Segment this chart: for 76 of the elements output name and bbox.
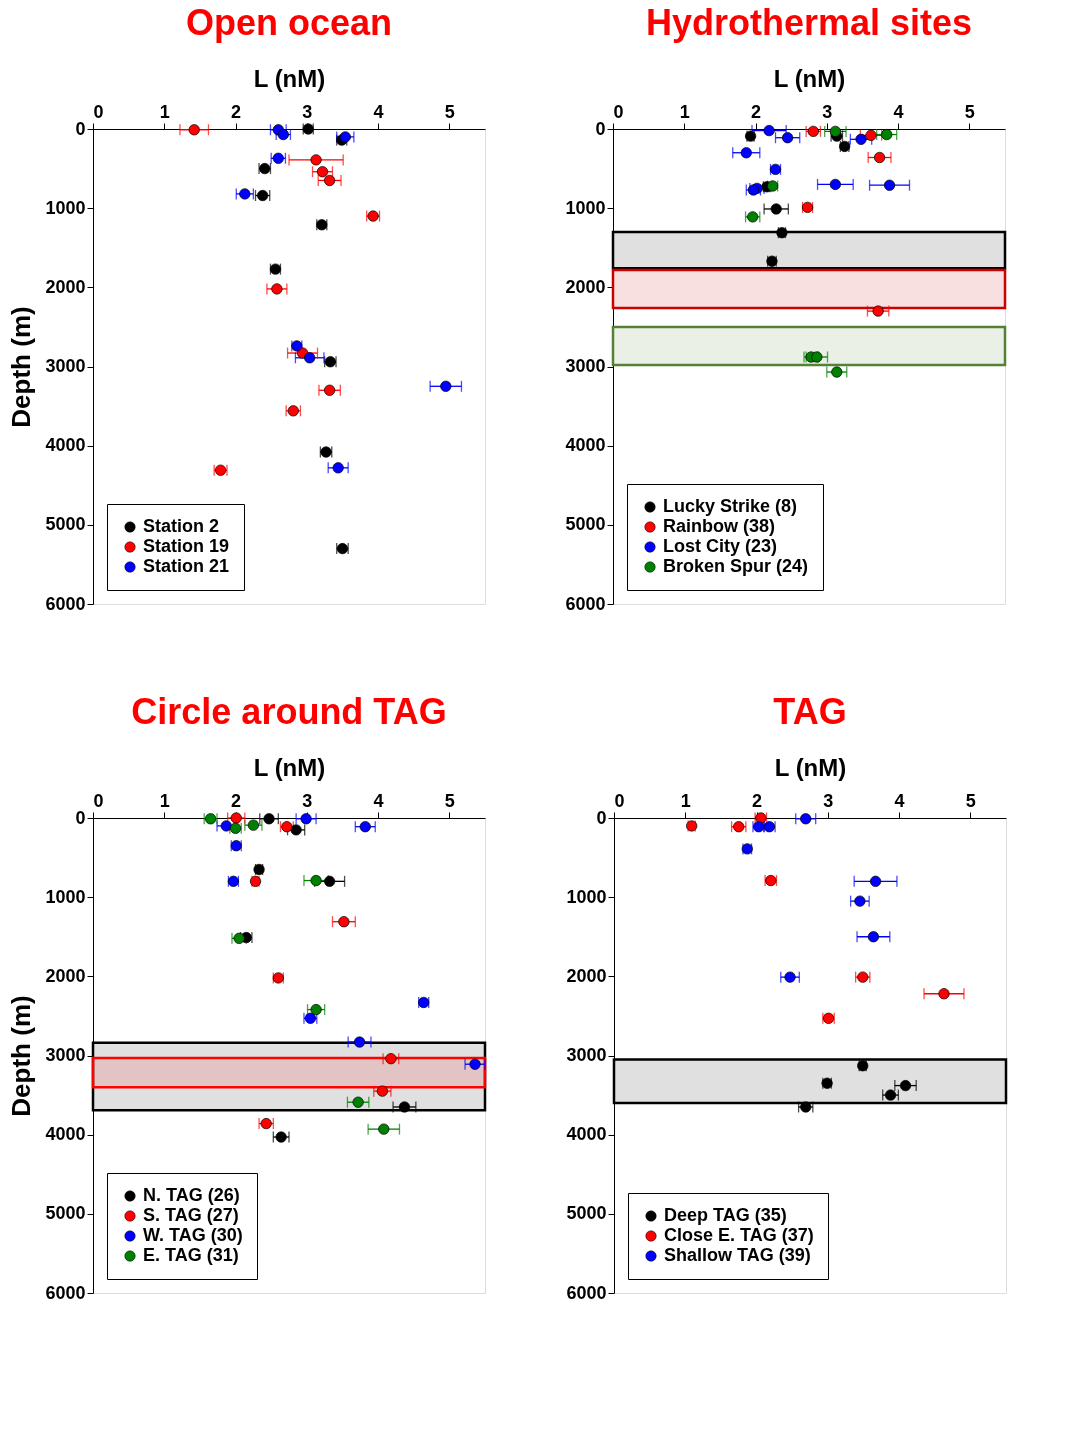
chart-title: Open ocean (185, 2, 393, 43)
legend-label: E. TAG (31) (143, 1245, 239, 1265)
x-tick-label: 5 (965, 790, 976, 811)
legend-label: W. TAG (30) (143, 1225, 243, 1245)
x-tick-label: 5 (444, 790, 455, 811)
x-tick-label: 1 (159, 790, 170, 811)
y-tick-label: 0 (595, 118, 606, 139)
y-tick-label: 5000 (45, 1203, 86, 1224)
y-tick-label: 3000 (45, 356, 86, 376)
y-tick-label: 2000 (45, 965, 86, 986)
y-tick-label: 4000 (45, 435, 86, 456)
x-tick-label: 1 (680, 790, 691, 811)
x-tick-label: 1 (679, 101, 690, 122)
legend-label: Rainbow (38) (663, 516, 776, 536)
y-tick-label: 4000 (45, 1124, 86, 1145)
y-tick-label: 0 (596, 807, 607, 828)
legend-label: Station 2 (143, 516, 220, 536)
y-tick-label: 0 (75, 118, 86, 139)
x-tick-label: 2 (231, 101, 242, 122)
y-axis-title: Depth (m) (6, 995, 37, 1117)
legend-label: Lucky Strike (8) (663, 496, 798, 516)
y-tick-label: 4000 (566, 1124, 607, 1145)
x-axis-title: L (nM) (773, 64, 846, 92)
y-tick-label: 6000 (45, 593, 86, 614)
y-tick-label: 3000 (565, 356, 606, 376)
x-tick-label: 4 (894, 790, 905, 811)
x-tick-label: 4 (373, 101, 384, 122)
legend-label: Station 21 (143, 556, 230, 576)
chart-title: Hydrothermal sites (645, 2, 973, 43)
legend-label: Station 19 (143, 536, 230, 556)
x-tick-label: 0 (613, 101, 624, 122)
legend-label: Shallow TAG (39) (664, 1245, 811, 1265)
x-axis-title: L (nM) (774, 753, 847, 781)
x-tick-label: 2 (752, 790, 763, 811)
x-tick-label: 2 (751, 101, 762, 122)
x-tick-label: 1 (159, 101, 170, 122)
y-tick-label: 5000 (566, 1203, 607, 1224)
legend-label: Broken Spur (24) (663, 556, 809, 576)
y-tick-label: 2000 (566, 965, 607, 986)
y-tick-label: 0 (75, 807, 86, 828)
y-tick-label: 2000 (45, 276, 86, 297)
x-axis-title: L (nM) (253, 753, 326, 781)
x-tick-label: 2 (231, 790, 242, 811)
x-tick-label: 0 (93, 790, 104, 811)
chart-title: TAG (773, 691, 847, 732)
chart-title: Circle around TAG (131, 691, 447, 732)
y-tick-label: 5000 (45, 514, 86, 535)
x-tick-label: 0 (614, 790, 625, 811)
legend-label: Deep TAG (35) (664, 1205, 787, 1225)
x-tick-label: 0 (93, 101, 104, 122)
y-tick-label: 6000 (565, 593, 606, 614)
y-tick-label: 6000 (45, 1282, 86, 1303)
y-tick-label: 3000 (45, 1045, 86, 1065)
y-tick-label: 6000 (566, 1282, 607, 1303)
x-tick-label: 4 (373, 790, 384, 811)
y-tick-label: 5000 (565, 514, 606, 535)
y-tick-label: 2000 (565, 276, 606, 297)
x-axis-title: L (nM) (253, 64, 326, 92)
x-tick-label: 4 (893, 101, 904, 122)
legend-label: S. TAG (27) (143, 1205, 239, 1225)
y-axis-title: Depth (m) (6, 306, 37, 428)
x-tick-label: 5 (444, 101, 455, 122)
x-tick-label: 5 (964, 101, 975, 122)
legend-label: N. TAG (26) (143, 1185, 240, 1205)
x-tick-label: 3 (822, 101, 833, 122)
x-tick-label: 3 (302, 790, 313, 811)
y-tick-label: 1000 (565, 197, 606, 218)
x-tick-label: 3 (302, 101, 313, 122)
y-tick-label: 1000 (566, 886, 607, 907)
legend-label: Close E. TAG (37) (664, 1225, 814, 1245)
x-tick-label: 3 (823, 790, 834, 811)
y-tick-label: 3000 (566, 1045, 607, 1065)
y-tick-label: 4000 (565, 435, 606, 456)
y-tick-label: 1000 (45, 197, 86, 218)
y-tick-label: 1000 (45, 886, 86, 907)
legend-label: Lost City (23) (663, 536, 778, 556)
